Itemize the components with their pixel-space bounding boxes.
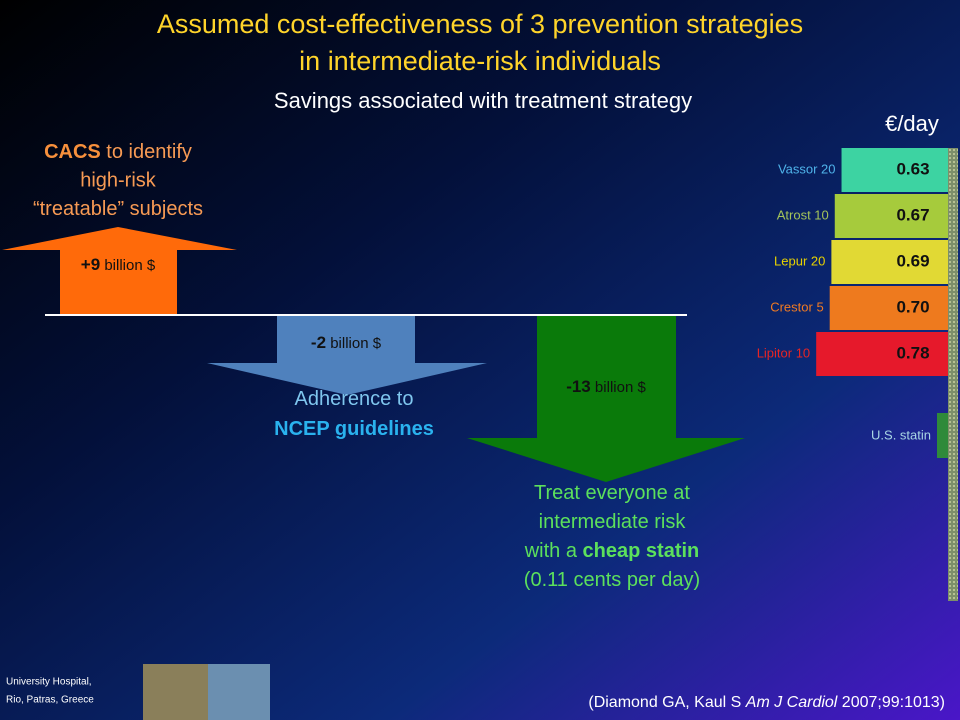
strategy-description: Treat everyone at — [534, 482, 690, 504]
text-segment: “treatable” subjects — [33, 198, 203, 220]
subtitle: Savings associated with treatment strate… — [274, 88, 692, 113]
strategy-description: (0.11 cents per day) — [524, 569, 700, 591]
title: in intermediate-risk individuals — [299, 46, 661, 76]
value-label: 0.70 — [896, 297, 929, 316]
scale-stripe — [948, 148, 958, 601]
cost-bar — [829, 286, 948, 330]
unit: billion $ — [100, 257, 156, 274]
text-segment: Adherence to — [295, 388, 414, 410]
text-segment: CACS — [44, 141, 101, 163]
text-segment: cheap statin — [583, 540, 700, 562]
drug-label: Atrost 10 — [777, 207, 829, 222]
text-segment: NCEP guidelines — [274, 418, 434, 440]
drug-label: U.S. statin — [871, 427, 931, 442]
drug-label: Lepur 20 — [774, 253, 825, 268]
text-segment: 2007;99:1013) — [837, 694, 945, 711]
amount: -2 — [311, 333, 326, 352]
down-arrow-blue — [207, 315, 487, 395]
value-label: 0.63 — [896, 159, 929, 178]
cost-bar — [831, 240, 948, 284]
photo-building — [143, 664, 208, 720]
strategy-description: Adherence to — [295, 388, 414, 410]
strategy-description: CACS to identify — [44, 141, 192, 163]
text-segment: intermediate risk — [539, 511, 687, 533]
text-segment: (Diamond GA, Kaul S — [588, 694, 745, 711]
strategy-description: intermediate risk — [539, 511, 687, 533]
strategy-description: with a cheap statin — [524, 540, 700, 562]
drug-label: Crestor 5 — [770, 299, 823, 314]
strategy-description: high-risk — [80, 170, 157, 192]
cost-bar — [816, 332, 948, 376]
unit-label: €/day — [885, 111, 939, 136]
value-label: 0.69 — [896, 251, 929, 270]
institution: Rio, Patras, Greece — [6, 695, 94, 706]
cost-bar — [834, 194, 948, 238]
citation: (Diamond GA, Kaul S Am J Cardiol 2007;99… — [588, 694, 945, 711]
drug-label: Lipitor 10 — [757, 345, 810, 360]
amount-label: -13 billion $ — [566, 377, 646, 396]
cost-bar — [841, 148, 948, 192]
amount: +9 — [81, 255, 100, 274]
strategy-description: “treatable” subjects — [33, 198, 203, 220]
amount: -13 — [566, 377, 591, 396]
text-segment: Treat everyone at — [534, 482, 690, 504]
title: Assumed cost-effectiveness of 3 preventi… — [157, 9, 803, 39]
text-segment: with a — [524, 540, 583, 562]
text-segment: Am J Cardiol — [745, 694, 838, 711]
down-arrow-green — [467, 315, 745, 482]
drug-label: Vassor 20 — [778, 161, 836, 176]
amount-label: +9 billion $ — [81, 255, 156, 274]
photo-bridge — [208, 664, 270, 720]
value-label: 0.78 — [896, 343, 929, 362]
us-statin-bar — [937, 413, 948, 458]
text-segment: to identify — [101, 141, 192, 163]
amount-label: -2 billion $ — [311, 333, 382, 352]
content: Assumed cost-effectiveness of 3 preventi… — [6, 9, 948, 711]
value-label: 0.67 — [896, 205, 929, 224]
unit: billion $ — [326, 335, 382, 352]
strategy-description: NCEP guidelines — [274, 418, 434, 440]
text-segment: (0.11 cents per day) — [524, 569, 700, 591]
unit: billion $ — [591, 379, 647, 396]
text-segment: high-risk — [80, 170, 157, 192]
institution: University Hospital, — [6, 677, 92, 688]
up-arrow — [2, 227, 237, 315]
